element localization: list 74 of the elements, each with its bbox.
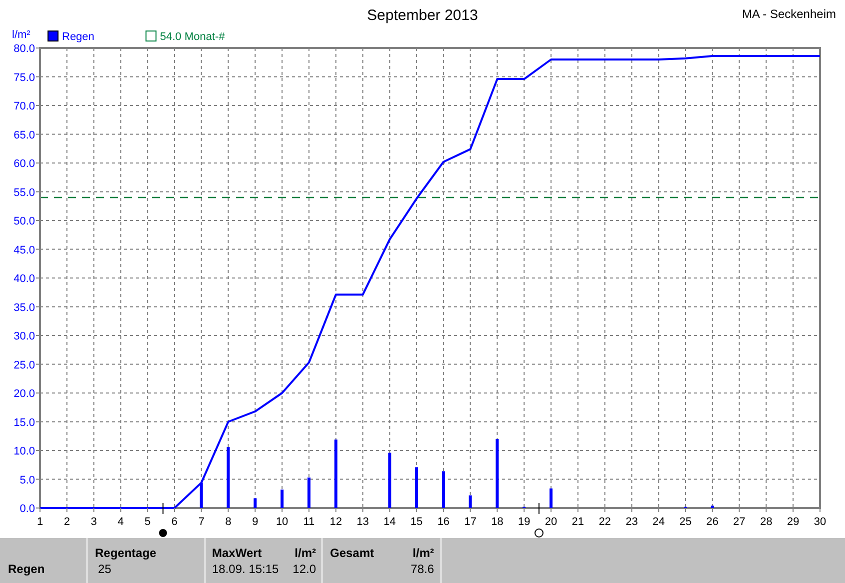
- x-tick-label: 12: [330, 516, 342, 528]
- x-tick-label: 20: [544, 516, 558, 528]
- y-tick-label: 5.0: [20, 474, 35, 486]
- y-tick-label: 75.0: [14, 72, 35, 84]
- x-tick-label: 4: [118, 516, 124, 528]
- x-tick-label: 7: [198, 516, 204, 528]
- x-tick-label: 22: [598, 516, 611, 528]
- x-tick-label: 30: [814, 516, 826, 528]
- bar: [388, 452, 392, 508]
- text: Regen: [8, 562, 45, 576]
- x-tick-label: 25: [679, 516, 692, 528]
- bar: [254, 498, 257, 508]
- x-tick-label: 9: [252, 516, 258, 528]
- bar: [280, 490, 284, 508]
- x-tick-label: 1: [36, 516, 44, 528]
- text: 25: [98, 562, 112, 576]
- text: 12.0: [292, 562, 316, 576]
- text: l/m²: [412, 546, 434, 560]
- x-tick-label: 19: [518, 516, 530, 528]
- y-tick-label: 15.0: [14, 416, 35, 429]
- x-tick-label: 28: [760, 516, 772, 528]
- bar: [468, 495, 472, 508]
- text: MA - Seckenheim: [742, 7, 836, 21]
- x-tick-label: 29: [786, 516, 800, 528]
- bar: [415, 467, 418, 508]
- chart-title: September 2013: [367, 7, 478, 24]
- y-tick-label: 55.0: [14, 186, 35, 199]
- text: 78.6: [410, 562, 434, 576]
- y-tick-label: 45.0: [14, 244, 35, 256]
- x-tick-label: 13: [356, 516, 369, 528]
- x-tick-label: 6: [171, 516, 178, 528]
- legend-label: Regen: [62, 31, 94, 43]
- x-tick-label: 2: [64, 516, 70, 528]
- y-tick-label: 80.0: [14, 43, 35, 55]
- x-tick-label: 23: [626, 516, 638, 528]
- legend-label: 54.0 Monat-#: [160, 31, 226, 43]
- y-tick-label: 20.0: [14, 388, 35, 400]
- y-axis-title: l/m²: [12, 29, 31, 41]
- y-tick-label: 0.0: [20, 503, 35, 515]
- text: Regentage: [95, 546, 157, 560]
- x-tick-label: 27: [733, 516, 746, 528]
- x-tick-label: 5: [144, 516, 151, 528]
- bar: [496, 439, 499, 508]
- text: Gesamt: [330, 546, 374, 560]
- x-tick-label: 8: [225, 516, 232, 528]
- y-tick-label: 25.0: [14, 359, 35, 372]
- x-tick-label: 3: [90, 516, 97, 528]
- x-tick-label: 14: [384, 516, 396, 528]
- y-tick-label: 50.0: [14, 216, 35, 228]
- line-series: [39, 55, 821, 509]
- y-tick-label: 35.0: [14, 302, 35, 314]
- x-tick-label: 17: [464, 516, 476, 528]
- x-tick-label: 24: [652, 516, 665, 528]
- bar: [442, 471, 445, 508]
- x-tick-label: 21: [572, 516, 584, 528]
- text: l/m²: [294, 546, 316, 560]
- y-tick-label: 60.0: [14, 158, 35, 170]
- y-tick-label: 30.0: [14, 330, 35, 342]
- x-tick-label: 26: [706, 516, 719, 528]
- x-tick-label: 10: [276, 516, 288, 528]
- x-tick-label: 11: [303, 516, 315, 528]
- text: 18.09. 15:15: [212, 562, 280, 576]
- y-tick-label: 10.0: [14, 446, 35, 458]
- bar: [226, 447, 230, 508]
- y-tick-label: 65.0: [14, 129, 35, 142]
- text: MaxWert: [212, 546, 262, 560]
- y-tick-label: 70.0: [14, 100, 35, 112]
- bar: [550, 488, 553, 508]
- bar: [307, 478, 310, 508]
- y-tick-label: 40.0: [14, 273, 35, 285]
- bar: [334, 440, 338, 508]
- x-tick-label: 18: [491, 516, 504, 528]
- x-tick-label: 16: [437, 516, 450, 528]
- x-tick-label: 15: [410, 516, 423, 528]
